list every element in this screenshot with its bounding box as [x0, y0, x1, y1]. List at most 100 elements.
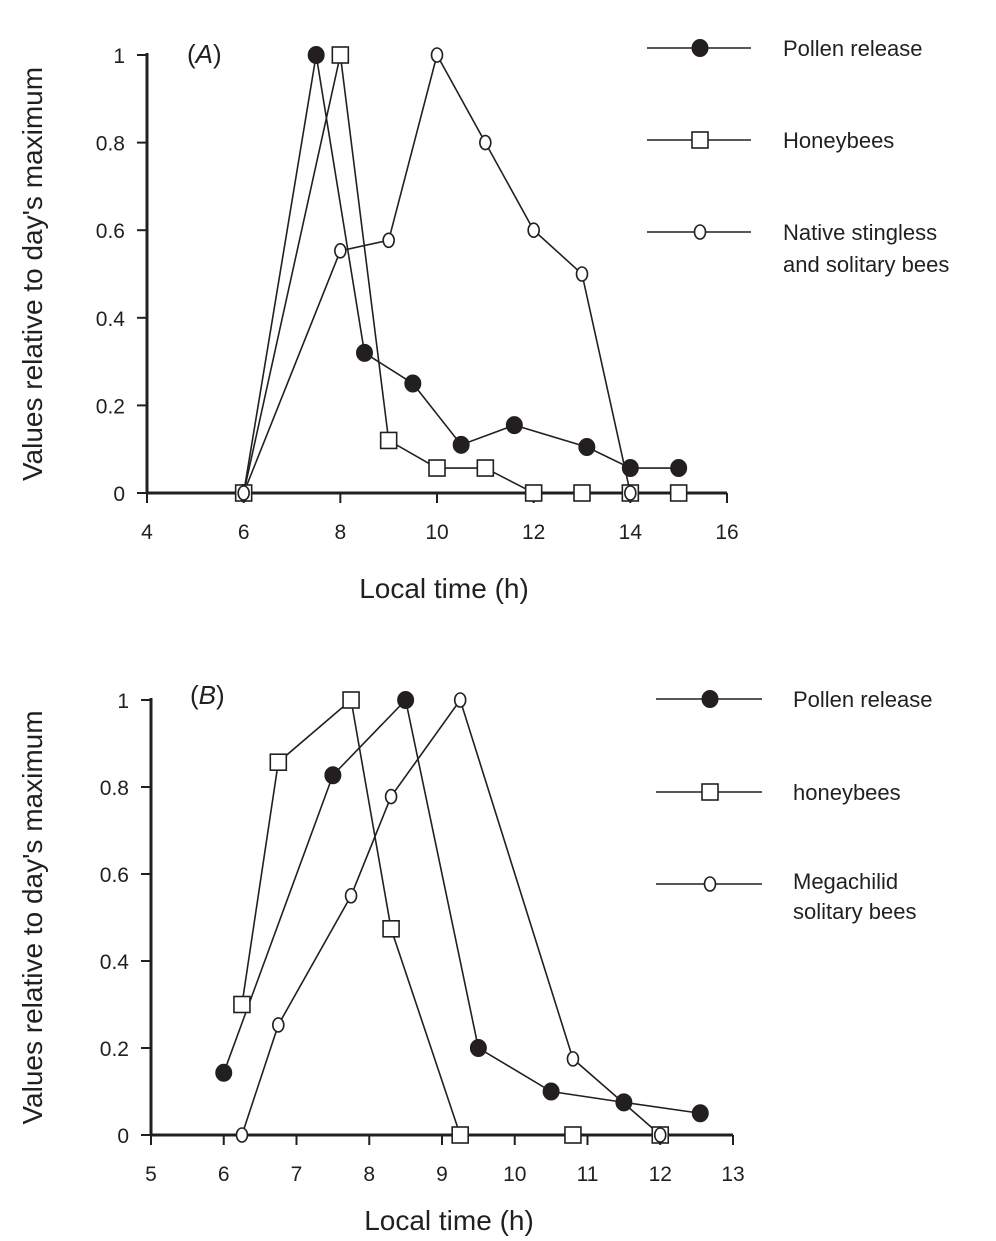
data-point — [479, 134, 492, 151]
data-point — [356, 343, 373, 362]
x-tick-label: 12 — [649, 1163, 672, 1186]
data-point — [233, 995, 251, 1014]
x-axis-title: Local time (h) — [359, 573, 529, 604]
x-tick-label: 10 — [425, 521, 448, 544]
y-axis-title: Values relative to day's maximum — [17, 710, 48, 1124]
data-point — [307, 46, 325, 64]
x-tick-label: 11 — [577, 1163, 599, 1186]
data-point — [453, 692, 467, 708]
series-line — [242, 52, 632, 494]
data-point — [451, 1126, 469, 1144]
series-pollen-release — [242, 54, 679, 494]
x-axis-title: Local time (h) — [364, 1205, 534, 1236]
x-tick-label: 5 — [145, 1163, 157, 1186]
data-point — [615, 1093, 633, 1112]
data-point — [452, 435, 470, 454]
data-point — [397, 691, 415, 709]
data-point — [237, 485, 250, 501]
y-tick-label: 0 — [113, 483, 125, 506]
data-point — [269, 753, 288, 772]
series-honeybees — [242, 54, 679, 494]
data-point — [573, 484, 591, 502]
legend-label: honeybees — [793, 780, 901, 805]
x-tick-label: 8 — [334, 521, 346, 544]
data-point — [505, 416, 523, 435]
legend-label: Megachilid — [793, 869, 898, 894]
data-point — [384, 788, 398, 805]
x-tick-label: 6 — [238, 521, 250, 544]
series-markers-1 — [234, 46, 688, 502]
chart-panel-a: 4 6 8 10 12 14 16 0 0.2 0.4 0.6 0.8 1 Local time (h) V… — [17, 36, 949, 604]
data-point — [575, 266, 589, 282]
legend-marker — [693, 224, 707, 240]
x-tick-label: 13 — [721, 1163, 744, 1186]
legend-marker — [701, 690, 719, 708]
data-point — [524, 484, 543, 502]
y-tick-label: 0.8 — [100, 777, 129, 800]
data-point — [669, 484, 688, 502]
x-tick-label: 12 — [522, 521, 545, 544]
x-tick-label: 16 — [715, 521, 738, 544]
y-tick-label: 0.4 — [96, 308, 126, 331]
legend-label: Honeybees — [783, 128, 894, 153]
data-point — [476, 459, 495, 477]
data-point — [379, 431, 398, 450]
data-point — [342, 691, 360, 709]
data-point — [428, 459, 446, 477]
y-axis-title: Values relative to day's maximum — [17, 67, 48, 481]
data-point — [382, 232, 395, 249]
data-point — [621, 459, 639, 478]
series-pollen-release — [222, 698, 701, 1115]
legend: Pollen release Honeybees Native stingless a… — [647, 36, 949, 277]
y-tick-label: 0.4 — [100, 951, 130, 974]
data-point — [653, 1127, 667, 1143]
x-tick-label: 14 — [619, 521, 643, 544]
legend-label: and solitary bees — [783, 252, 949, 277]
data-point — [404, 374, 422, 393]
y-tick-label: 0.2 — [100, 1038, 129, 1061]
data-point — [334, 242, 347, 259]
data-point — [215, 1063, 233, 1082]
series-markers-0 — [235, 46, 688, 502]
panel-label: (A) — [187, 39, 222, 69]
data-point — [344, 887, 358, 904]
legend-marker — [691, 39, 709, 57]
legend-label: solitary bees — [793, 899, 917, 924]
data-point — [272, 1017, 285, 1033]
series-line — [242, 54, 679, 494]
legend-label: Pollen release — [793, 687, 932, 712]
y-tick-label: 0.8 — [96, 133, 125, 156]
legend-marker — [703, 876, 717, 892]
chart-panel-b: 5 6 7 8 9 10 11 12 13 0 0.2 0.4 0.6 0.8 1 Local time (h… — [17, 680, 932, 1236]
y-tick-label: 0.2 — [96, 395, 125, 418]
y-tick-label: 0.6 — [96, 220, 125, 243]
series-line — [242, 54, 679, 494]
data-point — [430, 47, 444, 63]
data-point — [469, 1039, 487, 1057]
x-tick-label: 7 — [291, 1163, 303, 1186]
series-markers-2 — [235, 692, 667, 1143]
legend-marker — [691, 131, 709, 149]
series-bees — [242, 52, 632, 494]
series-markers-0 — [215, 691, 709, 1123]
legend: Pollen release honeybees Megachilid solitar… — [656, 687, 932, 924]
legend-label: Native stingless — [783, 220, 937, 245]
y-tick-label: 1 — [113, 45, 125, 68]
data-point — [670, 459, 688, 478]
x-tick-label: 10 — [503, 1163, 526, 1186]
panel-label: (B) — [190, 680, 225, 710]
data-point — [624, 485, 637, 501]
data-point — [235, 1127, 249, 1143]
y-tick-label: 0 — [117, 1125, 129, 1148]
series-markers-2 — [237, 47, 637, 501]
x-tick-label: 4 — [141, 521, 153, 544]
legend-label: Pollen release — [783, 36, 922, 61]
x-tick-label: 9 — [436, 1163, 448, 1186]
data-point — [578, 438, 596, 457]
data-point — [564, 1126, 582, 1144]
data-point — [691, 1104, 709, 1123]
data-point — [331, 46, 350, 64]
data-point — [527, 222, 540, 238]
data-point — [542, 1082, 560, 1101]
